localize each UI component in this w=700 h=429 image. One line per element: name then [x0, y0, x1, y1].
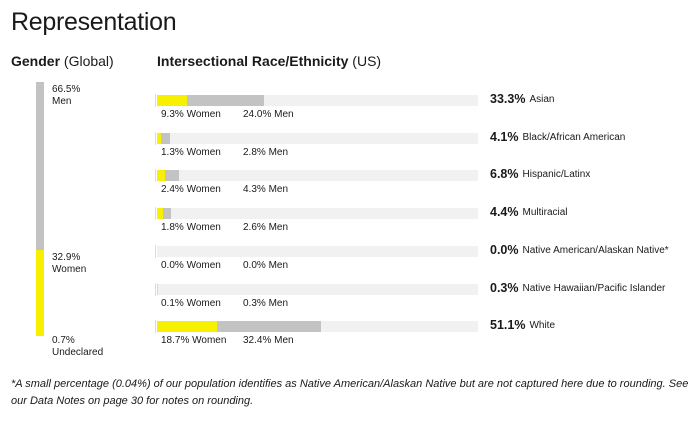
bar-women-white [157, 321, 218, 332]
race-header-bold: Intersectional Race/Ethnicity [157, 53, 349, 69]
category-label-white: White [529, 320, 556, 331]
men-label-native-american-alaskan-native: 0.0% Men [243, 260, 289, 271]
gender-bar-undeclared [36, 333, 44, 336]
row-divider-asian [155, 94, 156, 107]
gender-pct-men: 66.5% [52, 84, 81, 95]
category-label-hispanic-latinx: Hispanic/Latinx [522, 169, 591, 180]
total-pct-multiracial: 4.4% [490, 205, 519, 219]
gender-pct-women: 32.9% [52, 251, 81, 263]
gender-name-women: Women [52, 263, 87, 275]
total-pct-native-hawaiian-pacific-islander: 0.3% [490, 281, 519, 295]
gender-label-men: 66.5% Men [52, 84, 80, 108]
bar-women-black-african-american [157, 133, 162, 144]
total-pct-white: 51.1% [490, 318, 526, 332]
race-header: Intersectional Race/Ethnicity (US) [157, 53, 381, 69]
gender-header-bold: Gender [11, 53, 61, 69]
row-divider-multiracial [155, 207, 156, 220]
men-label-native-hawaiian-pacific-islander: 0.3% Men [243, 298, 289, 309]
gender-bar-women [36, 249, 44, 333]
bar-track-multiracial [157, 208, 478, 219]
category-label-multiracial: Multiracial [522, 207, 568, 218]
row-divider-native-hawaiian-pacific-islander [155, 283, 156, 296]
men-label-hispanic-latinx: 4.3% Men [243, 184, 289, 195]
bar-track-white [157, 321, 478, 332]
gender-pct-undeclared: 0.7% [52, 335, 75, 346]
men-label-asian: 24.0% Men [243, 109, 294, 120]
bar-track-asian [157, 95, 478, 106]
bar-track-black-african-american [157, 133, 478, 144]
total-pct-native-american-alaskan-native: 0.0% [490, 243, 519, 257]
women-label-hispanic-latinx: 2.4% Women [161, 184, 221, 195]
men-label-multiracial: 2.6% Men [243, 222, 289, 233]
category-label-asian: Asian [529, 94, 555, 105]
row-divider-native-american-alaskan-native [155, 245, 156, 258]
bar-track-hispanic-latinx [157, 170, 478, 181]
women-label-native-american-alaskan-native: 0.0% Women [161, 260, 221, 271]
men-label-white: 32.4% Men [243, 335, 294, 346]
category-label-black-african-american: Black/African American [522, 132, 626, 143]
row-divider-white [155, 320, 156, 333]
category-label-native-hawaiian-pacific-islander: Native Hawaiian/Pacific Islander [522, 283, 666, 294]
bar-men-hispanic-latinx [157, 170, 179, 181]
bar-women-asian [157, 95, 187, 106]
bar-men-multiracial [157, 208, 172, 219]
gender-header-scope: (Global) [63, 53, 114, 69]
total-pct-black-african-american: 4.1% [490, 130, 519, 144]
gender-name-undeclared: Undeclared [52, 347, 104, 358]
row-divider-hispanic-latinx [155, 169, 156, 182]
women-label-white: 18.7% Women [161, 335, 227, 346]
women-label-multiracial: 1.8% Women [161, 222, 221, 233]
bar-men-native-hawaiian-pacific-islander [157, 284, 158, 295]
bar-men-white [157, 321, 322, 332]
total-pct-asian: 33.3% [490, 92, 526, 106]
gender-name-men: Men [52, 96, 72, 107]
footnote: *A small percentage (0.04%) of our popul… [11, 378, 689, 407]
bar-men-black-african-american [157, 133, 171, 144]
bar-track-native-hawaiian-pacific-islander [157, 284, 478, 295]
category-label-native-american-alaskan-native: Native American/Alaskan Native* [522, 245, 669, 256]
women-label-asian: 9.3% Women [161, 109, 221, 120]
gender-label-undeclared: 0.7% Undeclared [52, 335, 103, 359]
men-label-black-african-american: 2.8% Men [243, 147, 289, 158]
bar-track-native-american-alaskan-native [157, 246, 478, 257]
gender-header: Gender (Global) [11, 53, 114, 69]
gender-label-women: 32.9% Women [52, 252, 86, 276]
gender-bar-men [36, 82, 44, 250]
row-divider-black-african-american [155, 132, 156, 145]
page-title: Representation [11, 8, 177, 36]
race-header-scope: (US) [352, 53, 382, 69]
bar-men-asian [157, 95, 264, 106]
bar-women-multiracial [157, 208, 163, 219]
women-label-native-hawaiian-pacific-islander: 0.1% Women [161, 298, 221, 309]
bar-women-hispanic-latinx [157, 170, 165, 181]
women-label-black-african-american: 1.3% Women [161, 147, 221, 158]
total-pct-hispanic-latinx: 6.8% [490, 167, 519, 181]
